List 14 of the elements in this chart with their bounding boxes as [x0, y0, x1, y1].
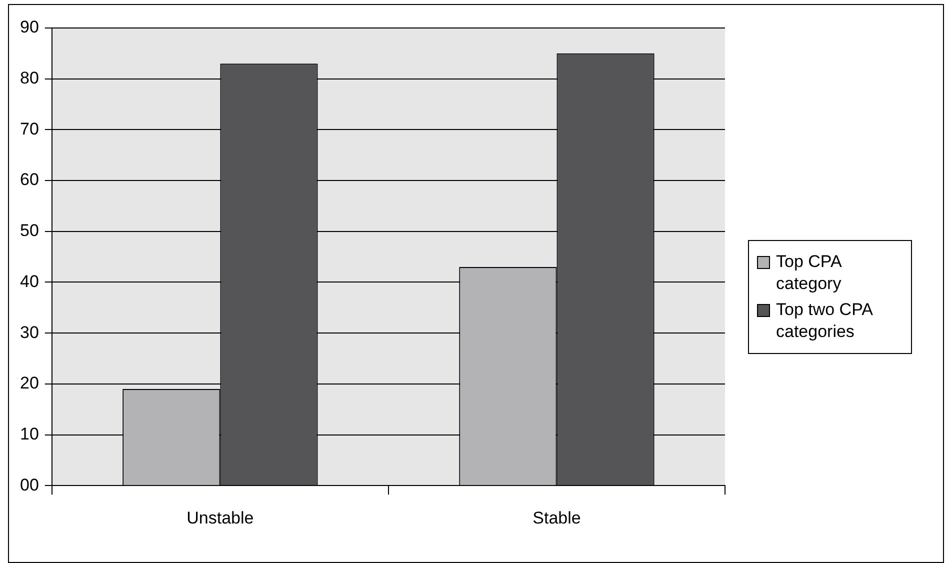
x-tick-label: Stable	[532, 508, 581, 528]
y-tick-label: 10	[20, 424, 39, 444]
legend-label: Top two CPA categories	[776, 299, 874, 343]
y-tick-label: 00	[20, 475, 39, 494]
x-tick-label: Unstable	[186, 508, 254, 528]
legend-label: Top CPA category	[776, 251, 842, 295]
y-tick-label: 70	[20, 119, 39, 138]
y-tick-label: 40	[20, 272, 39, 291]
y-tick-label: 50	[20, 221, 39, 240]
y-tick-label: 30	[20, 322, 39, 342]
y-tick-label: 80	[20, 68, 39, 88]
y-tick-label: 20	[20, 374, 39, 393]
y-tick-label: 60	[20, 170, 39, 190]
y-tick-label: 90	[20, 18, 39, 37]
